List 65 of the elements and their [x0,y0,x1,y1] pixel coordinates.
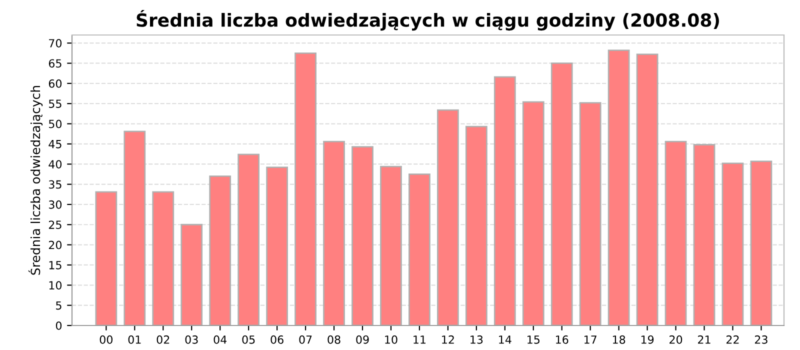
x-tick-label: 01 [128,335,141,344]
bar [465,126,488,326]
x-tick-label: 09 [356,335,369,344]
bar [294,52,316,326]
bar [636,54,658,326]
bar [266,166,288,326]
x-tick-label: 04 [214,335,227,344]
x-tick-label: 13 [470,335,483,344]
bar [152,191,174,326]
bar [238,154,260,326]
bar [722,162,744,326]
bar [608,50,630,326]
x-tick-label: 15 [528,336,540,344]
x-tick-label: 17 [584,336,596,344]
bar [323,140,345,326]
y-tick-label: 70 [49,39,62,48]
bar [380,166,402,326]
bar [436,109,459,326]
bar [750,160,772,326]
x-tick-label: 21 [698,335,710,344]
y-tick-label: 65 [48,59,62,68]
x-tick-label: 23 [754,335,768,344]
x-tick-label: 11 [414,336,426,344]
bar [180,224,203,326]
y-tick-label: 20 [48,240,62,250]
y-tick-label: 5 [56,301,62,310]
x-tick-label: 16 [556,335,568,344]
y-tick-label: 50 [48,120,62,128]
x-tick-label: 18 [612,335,626,344]
bar [124,130,146,326]
bar [494,76,516,326]
x-tick-label: 05 [242,335,255,344]
y-tick-label: 0 [56,321,62,330]
bar [522,101,544,326]
y-tick-label: 10 [49,281,62,290]
bar [408,174,430,326]
bar [352,146,374,326]
y-tick-label: 35 [48,180,62,189]
x-tick-label: 19 [641,335,654,344]
x-tick-label: 00 [100,335,113,344]
x-tick-label: 02 [156,335,170,344]
y-tick-label: 25 [48,220,62,230]
bar [550,62,573,326]
bar [579,102,602,326]
x-tick-label: 07 [299,335,312,344]
x-tick-label: 20 [670,335,682,344]
x-tick-label: 03 [185,335,198,344]
x-tick-label: 06 [270,335,284,344]
y-axis-title: Średnia liczba odwiedzających [28,86,43,275]
x-tick-label: 08 [328,335,340,344]
x-tick-label: 14 [499,336,512,344]
y-tick-label: 40 [48,160,62,168]
x-tick-label: 12 [442,335,454,344]
x-tick-label: 22 [726,335,739,344]
y-tick-label: 30 [48,200,62,209]
x-tick-label: 10 [385,335,398,344]
y-tick-label: 45 [48,140,62,148]
bar [693,144,716,326]
bar [209,176,232,326]
y-tick-label: 55 [48,100,62,108]
bar [95,191,118,326]
y-tick-label: 15 [49,261,62,270]
y-tick-label: 60 [48,79,62,88]
chart-title: Średnia liczba odwiedzających w ciągu godziny (2008.08) [136,10,719,31]
bar [664,140,687,326]
